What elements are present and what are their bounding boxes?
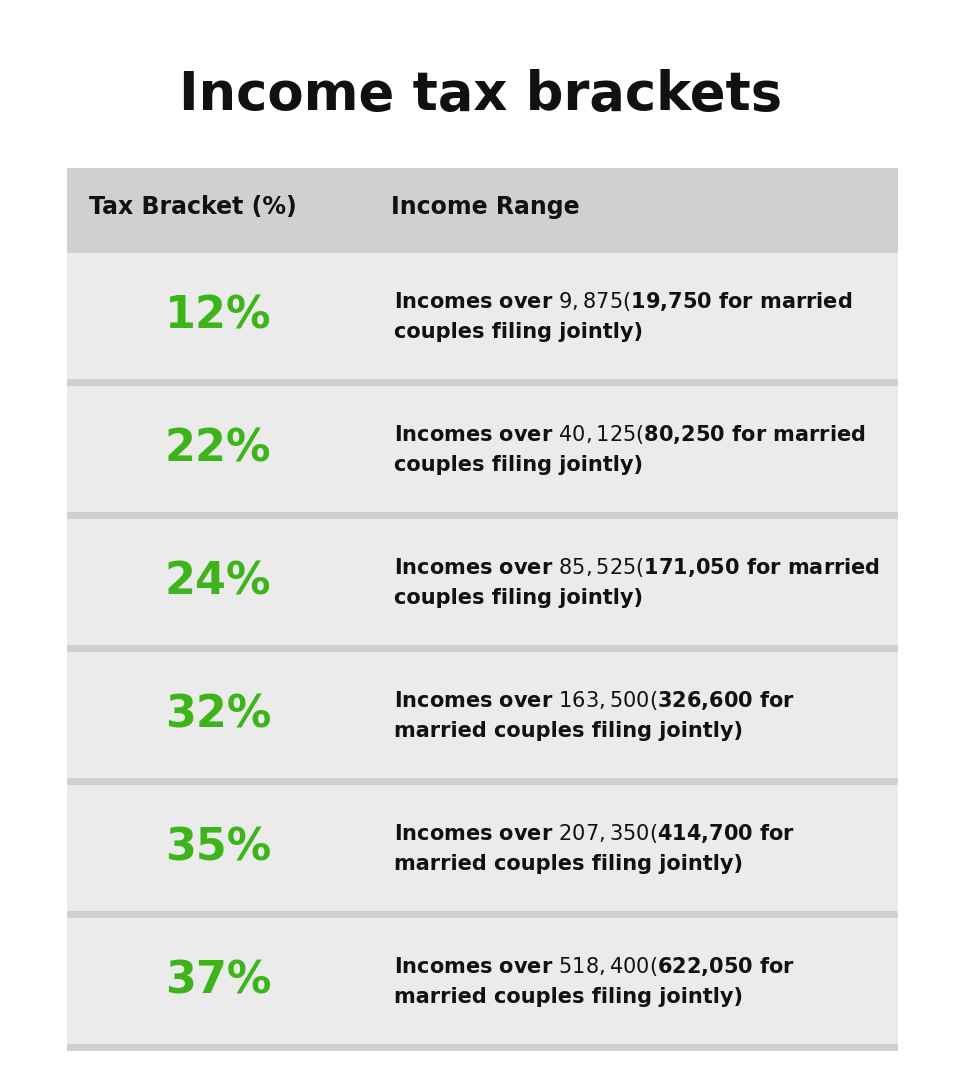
Bar	[67, 253, 898, 379]
Text: 12%: 12%	[164, 294, 271, 337]
Text: Income tax brackets: Income tax brackets	[179, 69, 782, 122]
Text: 22%: 22%	[164, 427, 271, 471]
Text: 35%: 35%	[165, 827, 271, 869]
Text: Incomes over $40,125 ($80,250 for married
couples filing jointly): Incomes over $40,125 ($80,250 for marrie…	[394, 423, 866, 475]
Bar	[67, 918, 898, 1044]
Text: 24%: 24%	[164, 561, 271, 603]
Bar	[67, 168, 898, 1051]
Bar	[67, 786, 898, 911]
Text: Income Range: Income Range	[391, 195, 579, 219]
Text: 37%: 37%	[165, 959, 271, 1003]
Bar	[67, 168, 898, 246]
Text: Incomes over $9,875 ($19,750 for married
couples filing jointly): Incomes over $9,875 ($19,750 for married…	[394, 290, 852, 342]
Bar	[67, 652, 898, 778]
Bar	[67, 519, 898, 644]
Text: Incomes over $163,500 ($326,600 for
married couples filing jointly): Incomes over $163,500 ($326,600 for marr…	[394, 689, 795, 741]
Text: Incomes over $207,350 ($414,700 for
married couples filing jointly): Incomes over $207,350 ($414,700 for marr…	[394, 822, 795, 873]
Text: 32%: 32%	[165, 693, 271, 737]
Text: Tax Bracket (%): Tax Bracket (%)	[89, 195, 297, 219]
Text: Incomes over $85,525 ($171,050 for married
couples filing jointly): Incomes over $85,525 ($171,050 for marri…	[394, 557, 880, 608]
Text: Incomes over $518,400 ($622,050 for
married couples filing jointly): Incomes over $518,400 ($622,050 for marr…	[394, 955, 795, 1007]
Bar	[67, 386, 898, 512]
